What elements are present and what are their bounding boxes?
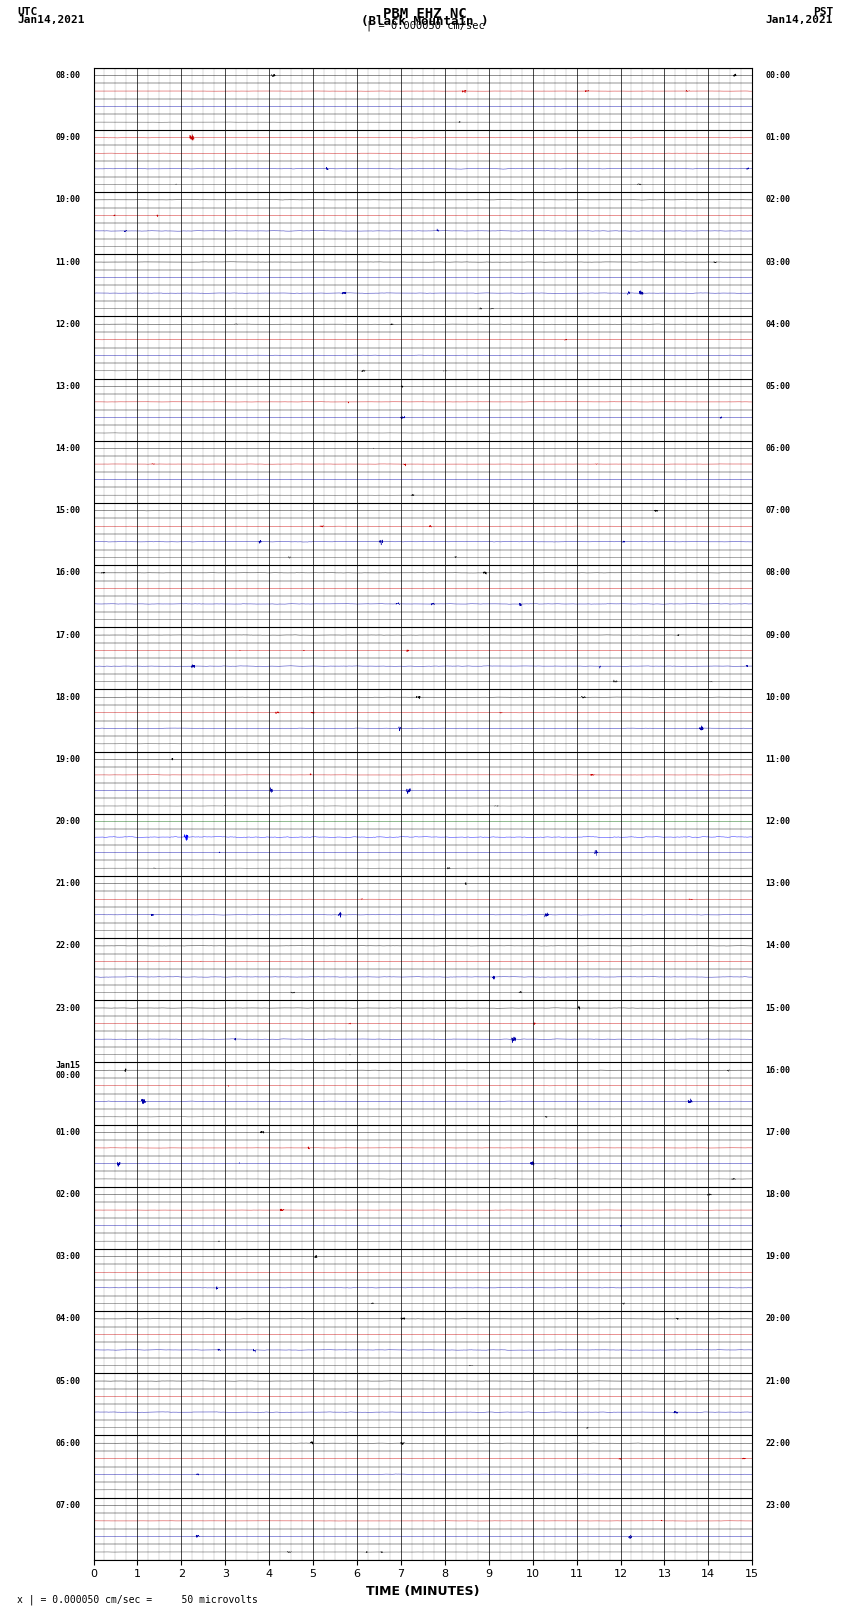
Text: 11:00: 11:00 — [55, 258, 80, 266]
Text: 04:00: 04:00 — [765, 319, 790, 329]
Text: 21:00: 21:00 — [55, 879, 80, 889]
Text: 19:00: 19:00 — [765, 1252, 790, 1261]
Text: Jan15
00:00: Jan15 00:00 — [55, 1060, 80, 1079]
Text: 23:00: 23:00 — [765, 1500, 790, 1510]
Text: 06:00: 06:00 — [55, 1439, 80, 1448]
Text: 01:00: 01:00 — [55, 1127, 80, 1137]
Text: 07:00: 07:00 — [55, 1500, 80, 1510]
Text: | = 0.000050 cm/sec: | = 0.000050 cm/sec — [366, 21, 484, 32]
Text: 09:00: 09:00 — [55, 134, 80, 142]
Text: 21:00: 21:00 — [765, 1376, 790, 1386]
Text: 22:00: 22:00 — [55, 942, 80, 950]
Text: 18:00: 18:00 — [55, 692, 80, 702]
Text: 05:00: 05:00 — [765, 382, 790, 390]
Text: UTC: UTC — [17, 6, 37, 18]
Text: 16:00: 16:00 — [55, 568, 80, 577]
Text: PST: PST — [813, 6, 833, 18]
Text: 20:00: 20:00 — [765, 1315, 790, 1323]
Text: 15:00: 15:00 — [765, 1003, 790, 1013]
Text: 22:00: 22:00 — [765, 1439, 790, 1448]
Text: 00:00: 00:00 — [765, 71, 790, 81]
Text: 18:00: 18:00 — [765, 1190, 790, 1198]
Text: 20:00: 20:00 — [55, 818, 80, 826]
X-axis label: TIME (MINUTES): TIME (MINUTES) — [366, 1586, 479, 1598]
Text: PBM EHZ NC: PBM EHZ NC — [383, 6, 467, 21]
Text: 16:00: 16:00 — [765, 1066, 790, 1074]
Text: 14:00: 14:00 — [55, 444, 80, 453]
Text: 12:00: 12:00 — [55, 319, 80, 329]
Text: 10:00: 10:00 — [55, 195, 80, 205]
Text: 06:00: 06:00 — [765, 444, 790, 453]
Text: 11:00: 11:00 — [765, 755, 790, 765]
Text: 02:00: 02:00 — [55, 1190, 80, 1198]
Text: 02:00: 02:00 — [765, 195, 790, 205]
Text: 08:00: 08:00 — [765, 568, 790, 577]
Text: 23:00: 23:00 — [55, 1003, 80, 1013]
Text: 04:00: 04:00 — [55, 1315, 80, 1323]
Text: Jan14,2021: Jan14,2021 — [17, 15, 84, 24]
Text: 03:00: 03:00 — [765, 258, 790, 266]
Text: 15:00: 15:00 — [55, 506, 80, 515]
Text: 14:00: 14:00 — [765, 942, 790, 950]
Text: 01:00: 01:00 — [765, 134, 790, 142]
Text: 07:00: 07:00 — [765, 506, 790, 515]
Text: 03:00: 03:00 — [55, 1252, 80, 1261]
Text: x | = 0.000050 cm/sec =     50 microvolts: x | = 0.000050 cm/sec = 50 microvolts — [17, 1594, 258, 1605]
Text: (Black Mountain ): (Black Mountain ) — [361, 15, 489, 27]
Text: 17:00: 17:00 — [765, 1127, 790, 1137]
Text: 05:00: 05:00 — [55, 1376, 80, 1386]
Text: 09:00: 09:00 — [765, 631, 790, 639]
Text: 08:00: 08:00 — [55, 71, 80, 81]
Text: 19:00: 19:00 — [55, 755, 80, 765]
Text: 10:00: 10:00 — [765, 692, 790, 702]
Text: 17:00: 17:00 — [55, 631, 80, 639]
Text: Jan14,2021: Jan14,2021 — [766, 15, 833, 24]
Text: 13:00: 13:00 — [765, 879, 790, 889]
Text: 13:00: 13:00 — [55, 382, 80, 390]
Text: 12:00: 12:00 — [765, 818, 790, 826]
